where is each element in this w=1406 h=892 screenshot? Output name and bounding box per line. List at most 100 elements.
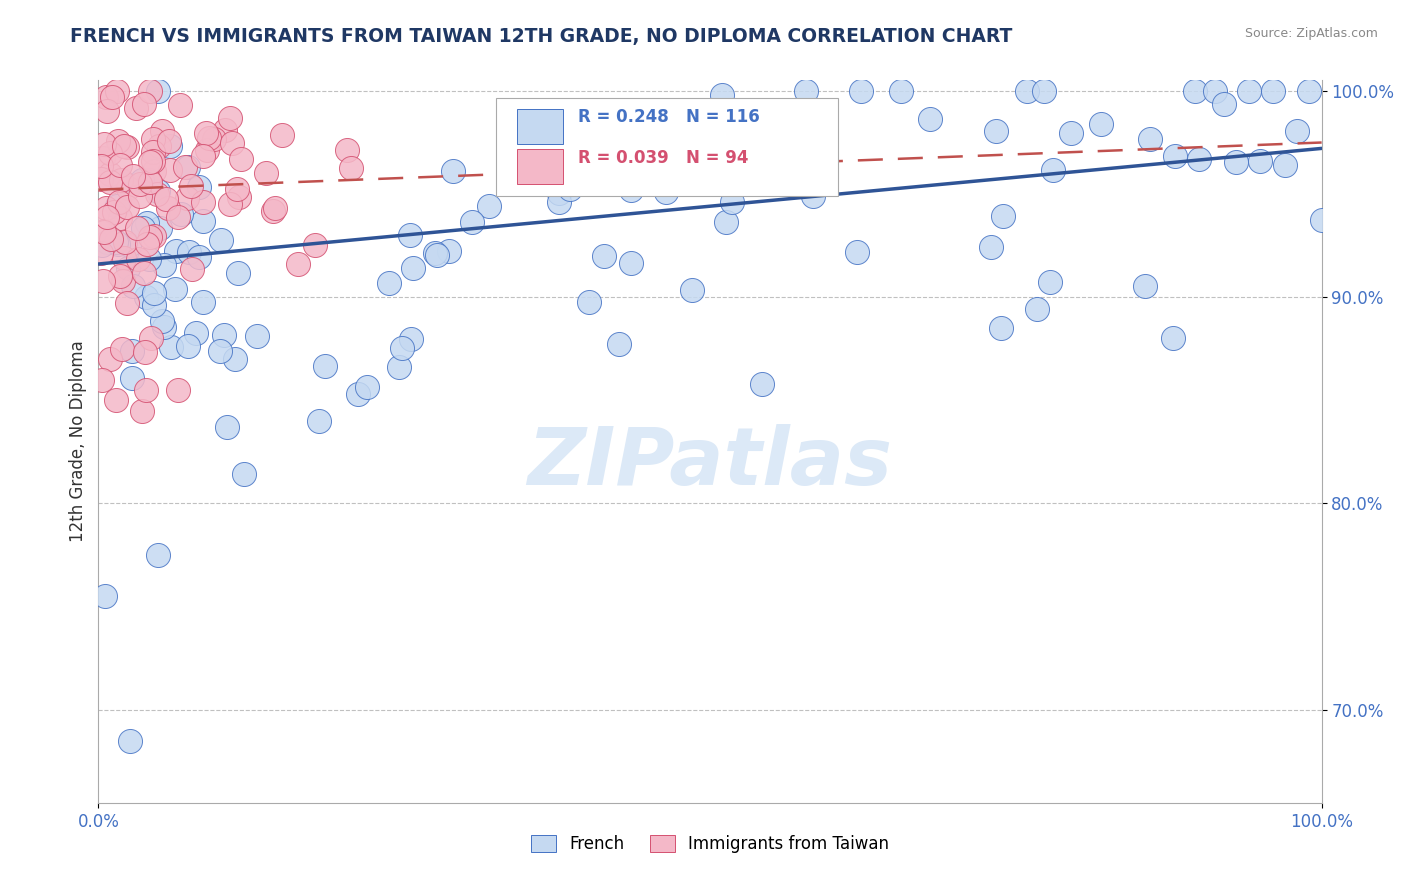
Point bbox=[148, 138, 170, 153]
Point bbox=[139, 84, 162, 98]
FancyBboxPatch shape bbox=[517, 149, 564, 184]
Point bbox=[398, 227, 420, 242]
Point bbox=[191, 149, 214, 163]
Point bbox=[121, 343, 143, 358]
Point bbox=[135, 383, 157, 397]
Point bbox=[340, 161, 363, 175]
Point bbox=[212, 328, 235, 343]
Point bbox=[1310, 213, 1333, 227]
Point bbox=[176, 191, 198, 205]
Point bbox=[141, 153, 163, 168]
Point bbox=[593, 249, 616, 263]
Point bbox=[620, 256, 643, 270]
Point bbox=[1237, 84, 1260, 98]
Point bbox=[96, 104, 118, 119]
Point bbox=[103, 205, 125, 219]
Point bbox=[110, 173, 132, 187]
Point bbox=[1298, 84, 1320, 98]
Point bbox=[218, 112, 240, 126]
Point bbox=[721, 194, 744, 209]
Point bbox=[111, 342, 134, 356]
Point bbox=[98, 167, 121, 181]
Point bbox=[1286, 124, 1309, 138]
Point bbox=[170, 206, 193, 220]
Point bbox=[1261, 84, 1284, 98]
Point bbox=[336, 143, 359, 157]
Point bbox=[228, 189, 250, 203]
Point bbox=[991, 209, 1014, 223]
Point bbox=[159, 139, 181, 153]
Point bbox=[152, 319, 174, 334]
Point bbox=[1042, 163, 1064, 178]
Point bbox=[94, 202, 117, 216]
Point bbox=[169, 98, 191, 112]
Legend: French, Immigrants from Taiwan: French, Immigrants from Taiwan bbox=[524, 828, 896, 860]
Point bbox=[1164, 149, 1187, 163]
Point bbox=[607, 337, 630, 351]
Point bbox=[115, 200, 138, 214]
Point bbox=[112, 139, 135, 153]
Point bbox=[131, 403, 153, 417]
Point bbox=[399, 332, 422, 346]
Point bbox=[441, 164, 464, 178]
Point bbox=[93, 590, 115, 604]
Point bbox=[96, 90, 118, 104]
Point bbox=[96, 211, 118, 225]
Point bbox=[105, 235, 128, 249]
Point bbox=[655, 185, 678, 199]
Point bbox=[423, 246, 446, 260]
Point bbox=[142, 163, 165, 178]
Text: ZIPatlas: ZIPatlas bbox=[527, 425, 893, 502]
Point bbox=[188, 179, 211, 194]
Point bbox=[233, 467, 256, 481]
Point bbox=[98, 146, 121, 161]
Point bbox=[90, 245, 112, 260]
Point bbox=[121, 169, 143, 184]
Point bbox=[108, 211, 131, 225]
Point bbox=[461, 215, 484, 229]
Point bbox=[165, 282, 187, 296]
Point bbox=[271, 128, 294, 142]
Point bbox=[150, 124, 173, 138]
Point bbox=[308, 414, 330, 428]
Point bbox=[93, 136, 115, 151]
Point bbox=[127, 252, 149, 267]
Point bbox=[159, 162, 181, 177]
Point bbox=[146, 548, 169, 562]
Point bbox=[1204, 84, 1226, 98]
Point bbox=[101, 90, 124, 104]
Point bbox=[195, 143, 218, 157]
Point bbox=[143, 298, 166, 312]
Point bbox=[219, 196, 242, 211]
Point bbox=[105, 84, 128, 98]
Point bbox=[226, 267, 249, 281]
Point bbox=[142, 145, 165, 160]
Point bbox=[402, 260, 425, 275]
Point bbox=[177, 245, 200, 260]
Point bbox=[114, 235, 136, 249]
Point bbox=[478, 198, 501, 212]
Point bbox=[104, 393, 127, 408]
Point bbox=[142, 228, 165, 243]
Point bbox=[980, 240, 1002, 254]
Point bbox=[1032, 84, 1054, 98]
Point bbox=[193, 195, 215, 210]
Point bbox=[990, 321, 1012, 335]
Point bbox=[96, 235, 118, 249]
Point bbox=[122, 279, 145, 293]
Point bbox=[547, 194, 569, 209]
Point bbox=[387, 360, 409, 375]
Point bbox=[142, 132, 165, 146]
Point bbox=[134, 266, 156, 280]
Point bbox=[845, 245, 868, 260]
Point bbox=[1161, 331, 1184, 345]
Point bbox=[139, 154, 162, 169]
Point bbox=[115, 140, 138, 154]
Point bbox=[547, 186, 569, 200]
Point bbox=[125, 101, 148, 115]
Point bbox=[681, 283, 703, 297]
Point bbox=[120, 734, 142, 748]
Point bbox=[263, 201, 285, 215]
Point bbox=[93, 274, 115, 288]
Point bbox=[1039, 275, 1062, 289]
